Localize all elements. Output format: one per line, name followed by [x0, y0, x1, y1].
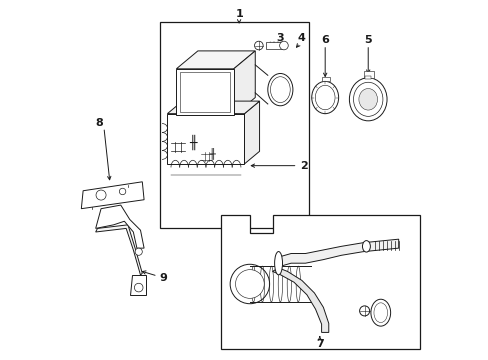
Text: 7: 7 [315, 339, 323, 349]
Text: 5: 5 [364, 35, 371, 45]
Bar [180, 72, 230, 112]
Circle shape [254, 41, 263, 50]
Polygon shape [176, 51, 255, 69]
Circle shape [230, 264, 269, 304]
Bar [363, 71, 373, 78]
Polygon shape [167, 101, 259, 114]
Polygon shape [278, 239, 398, 267]
Polygon shape [129, 275, 145, 295]
Bar [167, 114, 244, 164]
Ellipse shape [353, 82, 382, 116]
Polygon shape [233, 51, 255, 116]
Polygon shape [244, 101, 259, 164]
Ellipse shape [373, 303, 387, 323]
Ellipse shape [362, 240, 369, 252]
Text: 1: 1 [235, 9, 243, 19]
Text: 8: 8 [95, 118, 103, 128]
Text: 9: 9 [160, 273, 167, 283]
Polygon shape [272, 268, 328, 332]
Ellipse shape [270, 77, 290, 103]
Circle shape [235, 270, 264, 298]
Bar [176, 69, 233, 116]
Circle shape [96, 190, 106, 200]
Ellipse shape [274, 252, 282, 275]
Circle shape [359, 306, 369, 316]
Bar [160, 22, 308, 228]
Circle shape [135, 248, 142, 255]
Ellipse shape [349, 78, 386, 121]
Bar [265, 42, 284, 49]
Ellipse shape [358, 89, 377, 110]
Text: ╫: ╫ [209, 147, 215, 159]
Text: 6: 6 [321, 35, 328, 45]
Text: 3: 3 [276, 33, 284, 43]
Circle shape [279, 41, 287, 50]
Text: ╫: ╫ [188, 135, 196, 150]
Ellipse shape [311, 81, 338, 114]
Circle shape [134, 283, 142, 292]
Polygon shape [81, 182, 144, 209]
Polygon shape [96, 205, 144, 248]
Polygon shape [96, 225, 142, 275]
Text: 4: 4 [297, 33, 305, 43]
Bar [365, 76, 370, 79]
Ellipse shape [267, 73, 292, 106]
Bar [322, 77, 329, 81]
Polygon shape [221, 215, 419, 349]
Circle shape [119, 188, 125, 195]
Text: 2: 2 [299, 161, 307, 171]
Ellipse shape [315, 85, 334, 110]
Ellipse shape [370, 299, 390, 326]
